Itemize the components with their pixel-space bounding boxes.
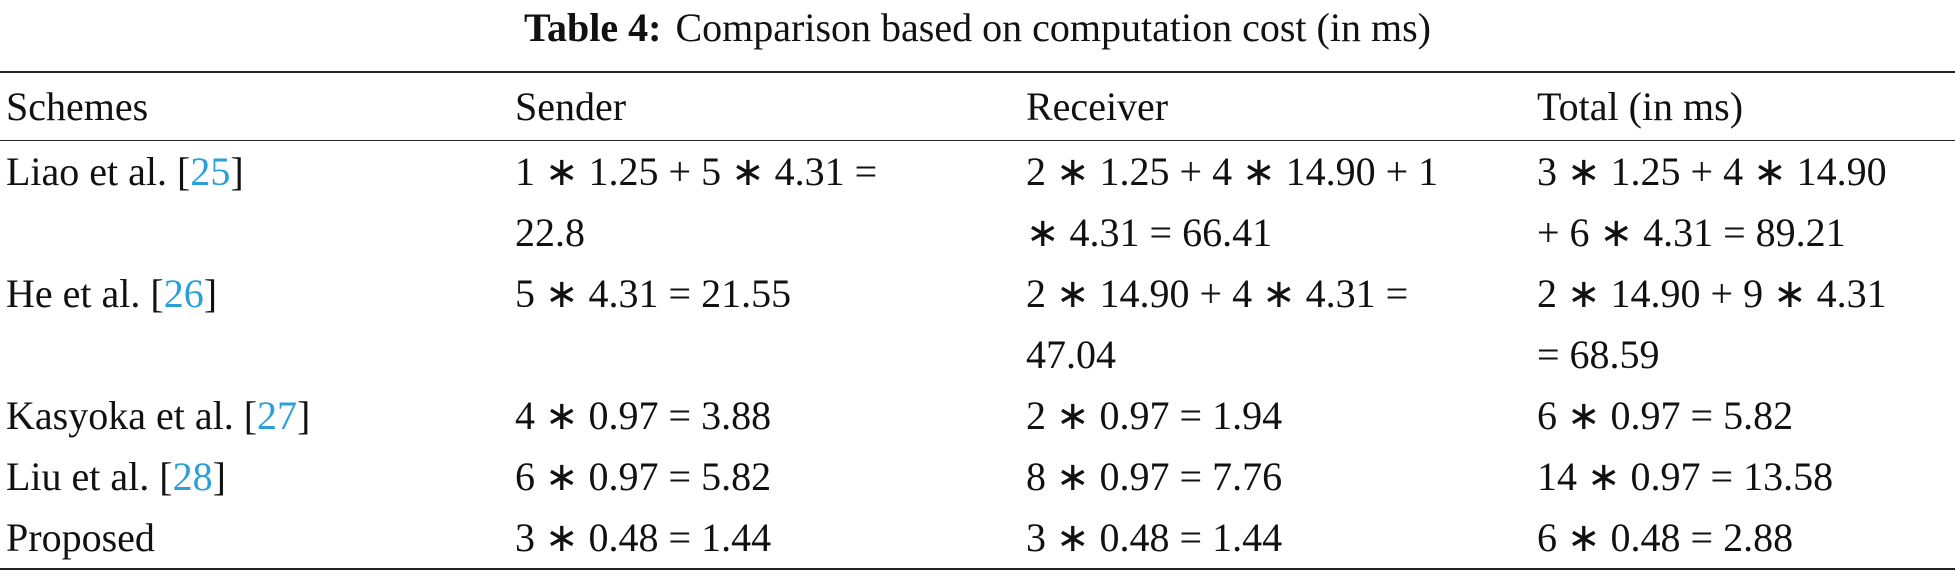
scheme-cell: He et al. [26] <box>0 263 509 385</box>
table-row: Kasyoka et al. [27] 4 ∗ 0.97 = 3.88 2 ∗ 0.… <box>0 385 1955 446</box>
cost-cell: 8 ∗ 0.97 = 7.76 <box>1020 446 1531 507</box>
comparison-table: Schemes Sender Receiver Total (in ms) Liao … <box>0 71 1955 570</box>
caption-text: Comparison based on computation cost (in… <box>675 5 1431 50</box>
scheme-name: Liao et al. [ <box>6 149 191 194</box>
cell-line: ∗ 4.31 = 66.41 <box>1026 210 1273 255</box>
cell-line: 4 ∗ 0.97 = 3.88 <box>515 393 772 438</box>
citation: 28 <box>172 454 213 499</box>
scheme-name: He et al. [ <box>6 271 164 316</box>
bracket: ] <box>203 271 218 316</box>
cell-line: 8 ∗ 0.97 = 7.76 <box>1026 454 1283 499</box>
table-body: Liao et al. [25] 1 ∗ 1.25 + 5 ∗ 4.31 = 22.… <box>0 141 1955 569</box>
header-cell: Receiver <box>1026 84 1169 129</box>
cost-cell: 6 ∗ 0.97 = 5.82 <box>1531 385 1955 446</box>
cell-line: 6 ∗ 0.48 = 2.88 <box>1537 515 1794 560</box>
cell-line: 3 ∗ 0.48 = 1.44 <box>515 515 772 560</box>
bracket: ] <box>212 454 226 499</box>
scheme-cell: Kasyoka et al. [27] <box>0 385 509 446</box>
cost-cell: 5 ∗ 4.31 = 21.55 <box>509 263 1020 385</box>
header-row: Schemes Sender Receiver Total (in ms) <box>0 72 1955 141</box>
cell-line: 47.04 <box>1026 332 1116 377</box>
bracket: ] <box>230 149 244 194</box>
scheme-cell: Proposed <box>0 507 509 569</box>
cell-line: 14 ∗ 0.97 = 13.58 <box>1537 454 1834 499</box>
cost-cell: 14 ∗ 0.97 = 13.58 <box>1531 446 1955 507</box>
cell-line: 6 ∗ 0.97 = 5.82 <box>515 454 772 499</box>
table-caption: Table 4: Comparison based on computation … <box>0 0 1955 71</box>
table-row: He et al. [26] 5 ∗ 4.31 = 21.55 2 ∗ 14.90 … <box>0 263 1955 385</box>
bracket: ] <box>297 393 311 438</box>
cost-cell: 6 ∗ 0.48 = 2.88 <box>1531 507 1955 569</box>
cell-line: 6 ∗ 0.97 = 5.82 <box>1537 393 1794 438</box>
cell-line: 22.8 <box>515 210 585 255</box>
cell-line: 2 ∗ 14.90 + 9 ∗ 4.31 <box>1537 271 1887 316</box>
cell-line: 3 ∗ 0.48 = 1.44 <box>1026 515 1283 560</box>
caption-label: Table 4: <box>524 5 662 50</box>
scheme-name: Liu et al. [ <box>6 454 173 499</box>
cell-line: 3 ∗ 1.25 + 4 ∗ 14.90 <box>1537 149 1887 194</box>
cell-line: 5 ∗ 4.31 = 21.55 <box>515 271 792 316</box>
cell-line: 2 ∗ 1.25 + 4 ∗ 14.90 + 1 <box>1026 149 1439 194</box>
scheme-cell: Liao et al. [25] <box>0 141 509 264</box>
scheme-name: Proposed <box>6 515 155 560</box>
citation: 27 <box>257 393 298 438</box>
cell-line: 1 ∗ 1.25 + 5 ∗ 4.31 = <box>515 149 878 194</box>
cell-line: 2 ∗ 14.90 + 4 ∗ 4.31 = <box>1026 271 1409 316</box>
cost-cell: 3 ∗ 0.48 = 1.44 <box>509 507 1020 569</box>
table-row: Proposed 3 ∗ 0.48 = 1.44 3 ∗ 0.48 = 1.44 6 … <box>0 507 1955 569</box>
table-row: Liao et al. [25] 1 ∗ 1.25 + 5 ∗ 4.31 = 22.… <box>0 141 1955 264</box>
cell-line: = 68.59 <box>1537 332 1660 377</box>
scheme-name: Kasyoka et al. [ <box>6 393 258 438</box>
cost-cell: 1 ∗ 1.25 + 5 ∗ 4.31 = 22.8 <box>509 141 1020 264</box>
header-cell: Sender <box>515 84 627 129</box>
cost-cell: 2 ∗ 14.90 + 4 ∗ 4.31 = 47.04 <box>1020 263 1531 385</box>
cost-cell: 2 ∗ 1.25 + 4 ∗ 14.90 + 1 ∗ 4.31 = 66.41 <box>1020 141 1531 264</box>
citation: 26 <box>163 271 204 316</box>
citation: 25 <box>190 149 231 194</box>
cell-line: + 6 ∗ 4.31 = 89.21 <box>1537 210 1846 255</box>
cost-cell: 6 ∗ 0.97 = 5.82 <box>509 446 1020 507</box>
cell-line: 2 ∗ 0.97 = 1.94 <box>1026 393 1283 438</box>
table-row: Liu et al. [28] 6 ∗ 0.97 = 5.82 8 ∗ 0.97 =… <box>0 446 1955 507</box>
cost-cell: 3 ∗ 1.25 + 4 ∗ 14.90 + 6 ∗ 4.31 = 89.21 <box>1531 141 1955 264</box>
scheme-cell: Liu et al. [28] <box>0 446 509 507</box>
header-cell: Schemes <box>6 84 149 129</box>
header-cell: Total (in ms) <box>1537 84 1744 129</box>
cost-cell: 2 ∗ 0.97 = 1.94 <box>1020 385 1531 446</box>
cost-cell: 3 ∗ 0.48 = 1.44 <box>1020 507 1531 569</box>
cost-cell: 4 ∗ 0.97 = 3.88 <box>509 385 1020 446</box>
cost-cell: 2 ∗ 14.90 + 9 ∗ 4.31 = 68.59 <box>1531 263 1955 385</box>
